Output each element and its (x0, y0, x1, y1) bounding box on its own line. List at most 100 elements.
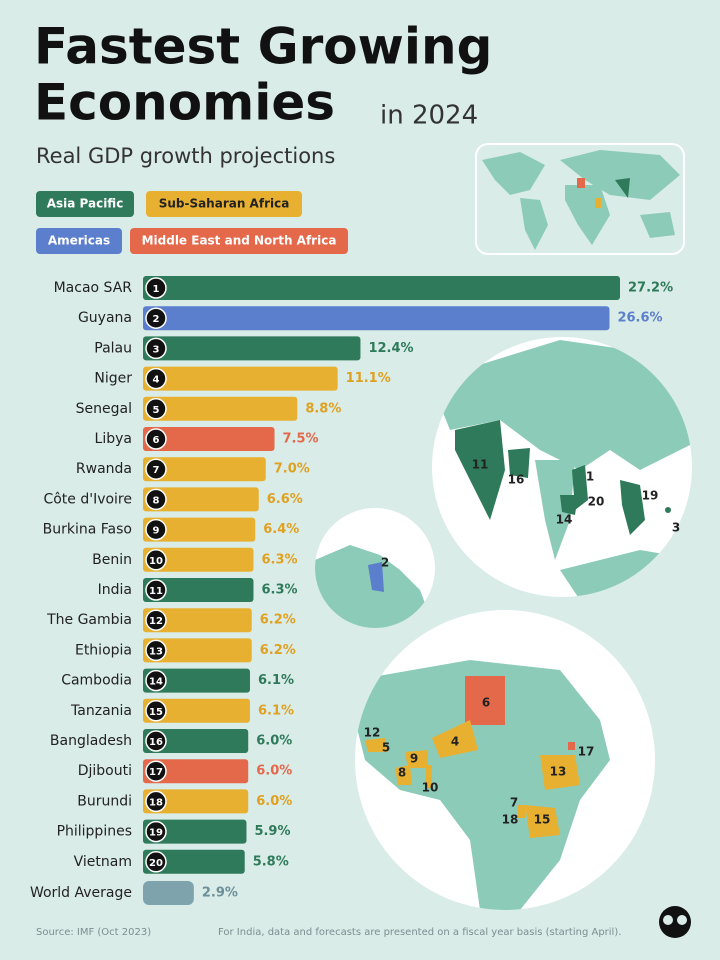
bar (143, 396, 298, 421)
footnote: For India, data and forecasts are presen… (218, 927, 621, 938)
rank-label: 6 (153, 435, 160, 446)
value-label: 6.1% (258, 703, 294, 718)
rank-badge (145, 639, 167, 662)
rank-label: 20 (149, 858, 163, 869)
map-label: 11 (472, 458, 489, 472)
map-label: 10 (422, 781, 439, 795)
bar (143, 729, 249, 753)
value-label: 11.1% (346, 371, 391, 386)
rank-badge (145, 277, 167, 299)
value-label: 7.5% (283, 432, 319, 447)
category-label: Palau (94, 340, 132, 356)
rank-label: 17 (149, 767, 163, 778)
legend-pill (36, 228, 122, 254)
value-label: 5.8% (253, 854, 289, 869)
map-label: 20 (588, 495, 605, 509)
rank-label: 16 (149, 737, 163, 748)
bar (143, 789, 249, 814)
bar (143, 517, 256, 542)
value-label: 26.6% (617, 311, 662, 326)
rank-label: 3 (153, 344, 160, 355)
category-label: Côte d'Ivoire (43, 491, 132, 507)
map-label: 2 (381, 556, 389, 570)
africa-map (355, 610, 655, 910)
map-label: 1 (586, 470, 594, 484)
category-label: Rwanda (76, 461, 132, 477)
legend-pill (36, 191, 134, 217)
category-label: Ethiopia (75, 642, 132, 658)
americas-map (315, 508, 435, 628)
value-label: 6.3% (261, 583, 297, 598)
legend-label: Asia Pacific (47, 197, 124, 211)
value-label: 6.0% (256, 734, 292, 749)
rank-badge (145, 488, 167, 511)
bar (143, 759, 249, 784)
value-label: 5.9% (254, 824, 290, 839)
legend-label: Sub-Saharan Africa (159, 197, 290, 211)
map-label: 13 (550, 765, 567, 779)
rank-label: 13 (149, 646, 163, 657)
rank-badge (145, 700, 167, 722)
map-label: 18 (502, 813, 519, 827)
subtitle: Real GDP growth projections (36, 144, 335, 168)
bar (143, 487, 259, 512)
category-label: Cambodia (61, 673, 132, 689)
rank-label: 12 (149, 616, 163, 627)
value-label: 6.0% (256, 764, 292, 779)
category-label: Vietnam (74, 854, 132, 870)
rank-badge (145, 851, 167, 873)
value-label: 8.8% (305, 401, 341, 416)
rank-label: 18 (149, 797, 163, 808)
category-label: The Gambia (46, 612, 132, 628)
rank-label: 19 (149, 828, 163, 839)
category-label: Djibouti (78, 763, 132, 779)
bar (143, 306, 610, 331)
rank-label: 11 (149, 586, 163, 597)
category-label: Libya (95, 431, 132, 447)
value-label: 27.2% (628, 281, 673, 296)
bar (143, 457, 266, 482)
value-label: 6.2% (260, 613, 296, 628)
rank-badge (145, 549, 167, 571)
rank-label: 15 (149, 707, 163, 718)
rank-label: 5 (153, 405, 160, 416)
title-suffix: in 2024 (380, 101, 478, 131)
title-line: Fastest Growing (34, 18, 492, 76)
rank-label: 2 (153, 314, 160, 325)
category-label: Tanzania (70, 703, 132, 719)
bar (143, 336, 361, 361)
rank-label: 10 (149, 556, 163, 567)
category-label: Burundi (77, 793, 132, 809)
value-label: 12.4% (368, 341, 413, 356)
legend-label: Middle East and North Africa (142, 234, 337, 248)
rank-badge (145, 337, 167, 360)
category-label: Bangladesh (50, 733, 132, 749)
rank-badge (145, 730, 167, 752)
rank-badge (145, 367, 167, 390)
rank-badge (145, 428, 167, 450)
map-label: 15 (534, 813, 551, 827)
map-label: 9 (410, 752, 418, 766)
bar (143, 276, 620, 300)
world-average-bar (143, 881, 194, 905)
map-label: 12 (364, 726, 381, 740)
rank-badge (145, 398, 167, 420)
world-map (475, 143, 685, 255)
bar (143, 638, 252, 663)
value-label: 6.2% (260, 643, 296, 658)
world-average-value: 2.9% (202, 886, 238, 901)
rank-label: 1 (153, 284, 160, 295)
category-label: Senegal (76, 401, 132, 417)
value-label: 6.4% (263, 522, 299, 537)
bar (143, 427, 275, 451)
value-label: 6.3% (261, 552, 297, 567)
map-label: 19 (642, 489, 659, 503)
category-label: Philippines (57, 824, 132, 840)
map-label: 3 (672, 521, 680, 535)
map-label: 7 (510, 796, 518, 810)
bar (143, 578, 254, 602)
logo (659, 906, 691, 938)
map-label: 14 (556, 513, 573, 527)
legend-pill (146, 191, 302, 217)
